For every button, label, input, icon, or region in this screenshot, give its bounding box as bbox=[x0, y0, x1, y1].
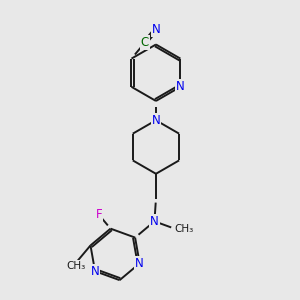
Text: C: C bbox=[141, 36, 149, 49]
Text: F: F bbox=[96, 208, 102, 221]
Text: N: N bbox=[135, 257, 144, 270]
Text: CH₃: CH₃ bbox=[67, 261, 86, 271]
Text: N: N bbox=[150, 215, 159, 228]
Text: N: N bbox=[152, 114, 160, 127]
Text: N: N bbox=[91, 265, 99, 278]
Text: N: N bbox=[152, 23, 160, 36]
Text: N: N bbox=[176, 80, 185, 93]
Text: CH₃: CH₃ bbox=[174, 224, 194, 234]
